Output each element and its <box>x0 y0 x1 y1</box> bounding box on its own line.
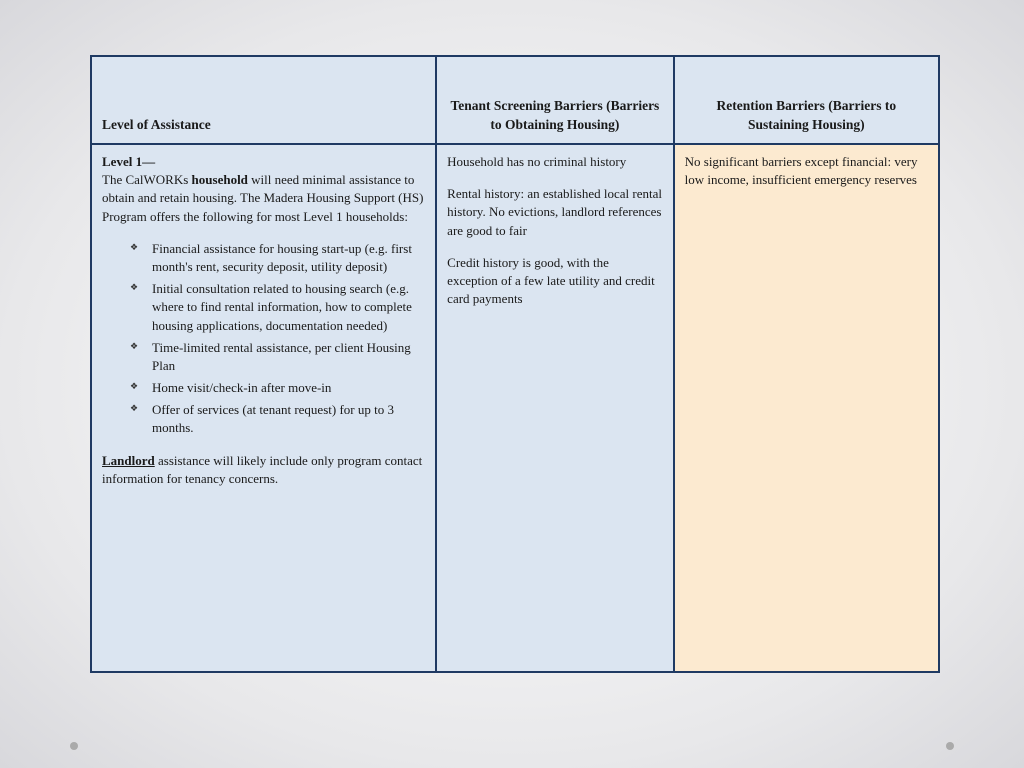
bullet-text: Time-limited rental assistance, per clie… <box>152 340 411 373</box>
header-col1-text: Level of Assistance <box>102 116 211 135</box>
intro-bold-household: household <box>192 172 248 187</box>
table-header-row: Level of Assistance Tenant Screening Bar… <box>91 56 939 144</box>
nav-dot-right[interactable] <box>946 742 954 750</box>
table-body-row: Level 1— The CalWORKs household will nee… <box>91 144 939 672</box>
bullet-item: Initial consultation related to housing … <box>130 280 425 335</box>
col2-p1: Household has no criminal history <box>447 153 662 171</box>
header-col2: Tenant Screening Barriers (Barriers to O… <box>436 56 673 144</box>
level-intro: Level 1— The CalWORKs household will nee… <box>102 153 425 226</box>
header-col2-text: Tenant Screening Barriers (Barriers to O… <box>447 97 662 135</box>
bullet-item: Home visit/check-in after move-in <box>130 379 425 397</box>
intro-pre: The CalWORKs <box>102 172 192 187</box>
level-title: Level 1— <box>102 154 155 169</box>
body-col2: Household has no criminal history Rental… <box>436 144 673 672</box>
bullet-text: Financial assistance for housing start-u… <box>152 241 412 274</box>
nav-dot-left[interactable] <box>70 742 78 750</box>
assistance-table: Level of Assistance Tenant Screening Bar… <box>90 55 940 673</box>
landlord-bold: Landlord <box>102 453 155 468</box>
col3-p1: No significant barriers except financial… <box>685 153 928 189</box>
header-col1: Level of Assistance <box>91 56 436 144</box>
col2-p3: Credit history is good, with the excepti… <box>447 254 662 309</box>
body-col3: No significant barriers except financial… <box>674 144 939 672</box>
body-col1: Level 1— The CalWORKs household will nee… <box>91 144 436 672</box>
bullet-item: Offer of services (at tenant request) fo… <box>130 401 425 437</box>
bullet-item: Time-limited rental assistance, per clie… <box>130 339 425 375</box>
bullet-text: Offer of services (at tenant request) fo… <box>152 402 394 435</box>
bullet-text: Initial consultation related to housing … <box>152 281 412 332</box>
bullet-item: Financial assistance for housing start-u… <box>130 240 425 276</box>
landlord-note: Landlord assistance will likely include … <box>102 452 425 488</box>
col2-p2: Rental history: an established local ren… <box>447 185 662 240</box>
nav-dots <box>0 742 1024 750</box>
header-col3-text: Retention Barriers (Barriers to Sustaini… <box>685 97 928 135</box>
bullet-text: Home visit/check-in after move-in <box>152 380 331 395</box>
header-col3: Retention Barriers (Barriers to Sustaini… <box>674 56 939 144</box>
bullet-list: Financial assistance for housing start-u… <box>130 240 425 438</box>
